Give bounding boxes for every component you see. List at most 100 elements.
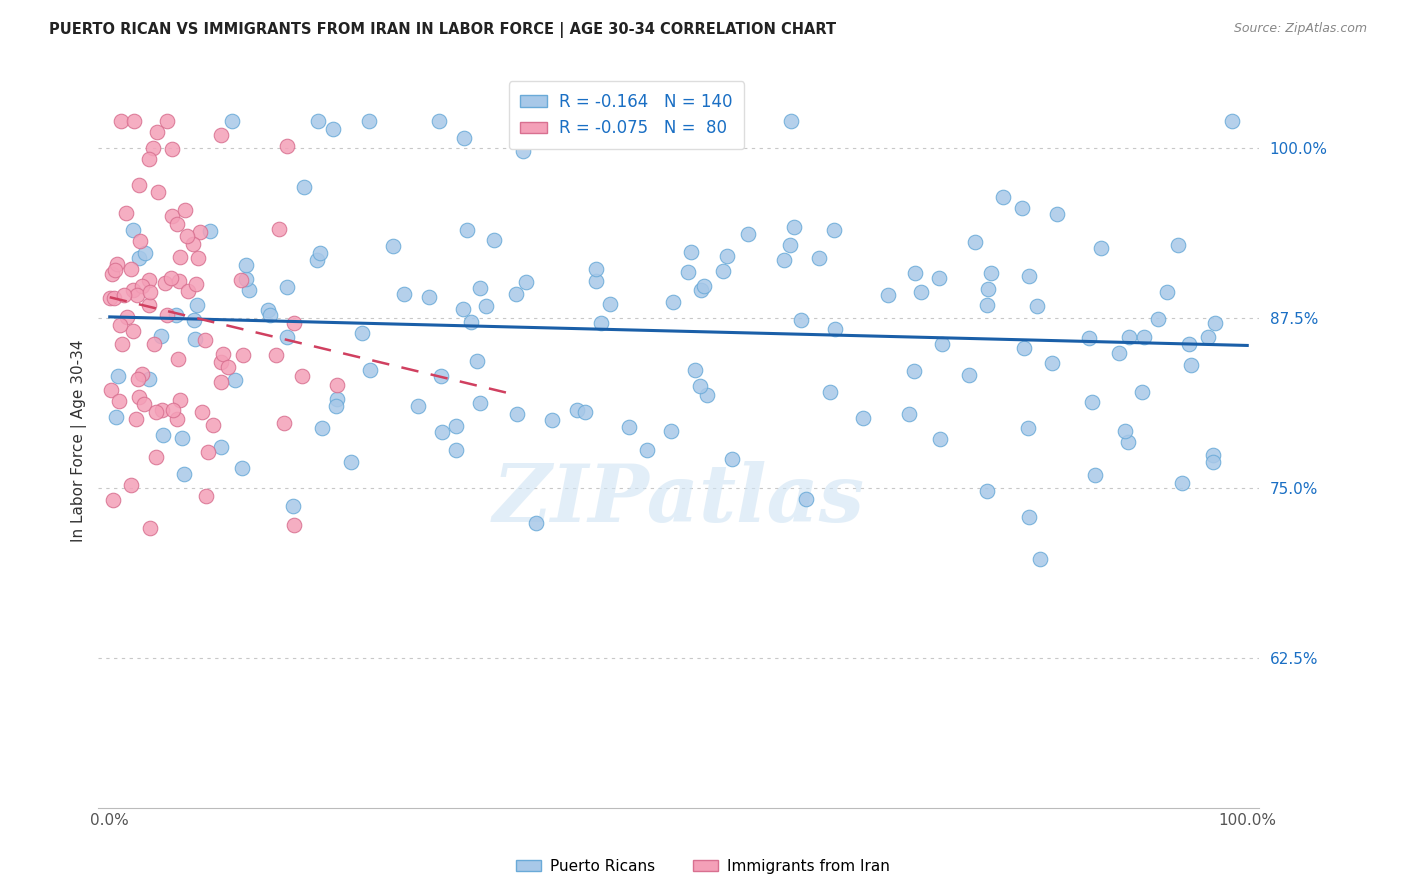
Point (235, 272, 257, 286)
Point (444, 443, 467, 458)
Point (1204, 316, 1226, 330)
Point (772, 253, 794, 268)
Point (160, 209, 183, 223)
Point (170, 431, 193, 445)
Point (174, 203, 197, 218)
Point (311, 420, 333, 434)
Point (160, 142, 183, 156)
Point (120, 478, 142, 492)
Point (197, 445, 219, 459)
Point (475, 299, 498, 313)
Point (267, 221, 290, 235)
Point (209, 375, 232, 389)
Point (1042, 356, 1064, 370)
Point (676, 265, 699, 279)
Point (1077, 331, 1099, 345)
Point (128, 234, 150, 248)
Point (194, 333, 217, 347)
Point (104, 262, 127, 277)
Point (716, 249, 738, 263)
Point (138, 298, 160, 312)
Point (134, 246, 156, 260)
Point (101, 268, 124, 282)
Point (112, 288, 135, 302)
Point (1017, 421, 1039, 435)
Point (209, 440, 232, 454)
Point (506, 407, 529, 421)
Point (392, 286, 415, 301)
Point (283, 518, 305, 533)
Point (1147, 312, 1170, 326)
Point (779, 113, 801, 128)
Point (166, 352, 188, 367)
Point (138, 273, 160, 287)
Point (1202, 448, 1225, 462)
Point (169, 250, 191, 264)
Point (142, 141, 165, 155)
Point (991, 190, 1014, 204)
Point (183, 333, 205, 347)
Point (807, 251, 830, 265)
Point (1197, 330, 1219, 344)
Point (977, 282, 1000, 296)
Point (852, 411, 875, 425)
Point (683, 363, 706, 377)
Point (418, 290, 440, 304)
Point (120, 262, 142, 277)
Point (142, 337, 165, 351)
Point (1011, 201, 1033, 215)
Point (430, 425, 453, 439)
Point (128, 178, 150, 192)
Point (904, 266, 927, 280)
Point (145, 405, 167, 419)
Point (187, 251, 209, 265)
Point (305, 252, 328, 267)
Point (131, 279, 153, 293)
Point (468, 396, 491, 410)
Point (162, 403, 184, 417)
Point (427, 113, 450, 128)
Point (1108, 346, 1130, 360)
Point (181, 237, 204, 252)
Point (711, 263, 734, 277)
Point (468, 281, 491, 295)
Point (585, 261, 607, 276)
Point (100, 383, 122, 397)
Point (200, 224, 222, 238)
Point (217, 359, 239, 374)
Point (326, 392, 349, 406)
Point (115, 206, 138, 220)
Point (1130, 384, 1153, 399)
Point (152, 428, 174, 442)
Point (292, 179, 315, 194)
Point (264, 348, 287, 362)
Point (209, 128, 232, 142)
Point (1114, 424, 1136, 438)
Point (1220, 113, 1243, 128)
Point (150, 403, 173, 417)
Point (150, 329, 173, 343)
Point (482, 234, 505, 248)
Point (155, 277, 177, 291)
Point (186, 298, 208, 312)
Point (444, 418, 467, 433)
Point (574, 405, 596, 419)
Point (524, 516, 547, 530)
Point (976, 297, 998, 311)
Point (1116, 434, 1139, 449)
Point (291, 368, 314, 383)
Point (115, 310, 138, 324)
Point (125, 288, 148, 302)
Point (1018, 509, 1040, 524)
Point (166, 412, 188, 426)
Point (307, 113, 329, 128)
Point (352, 326, 374, 340)
Point (186, 277, 208, 291)
Point (591, 316, 613, 330)
Point (105, 257, 128, 271)
Point (211, 347, 233, 361)
Point (238, 283, 260, 297)
Point (359, 363, 381, 377)
Point (1026, 299, 1049, 313)
Point (957, 368, 980, 383)
